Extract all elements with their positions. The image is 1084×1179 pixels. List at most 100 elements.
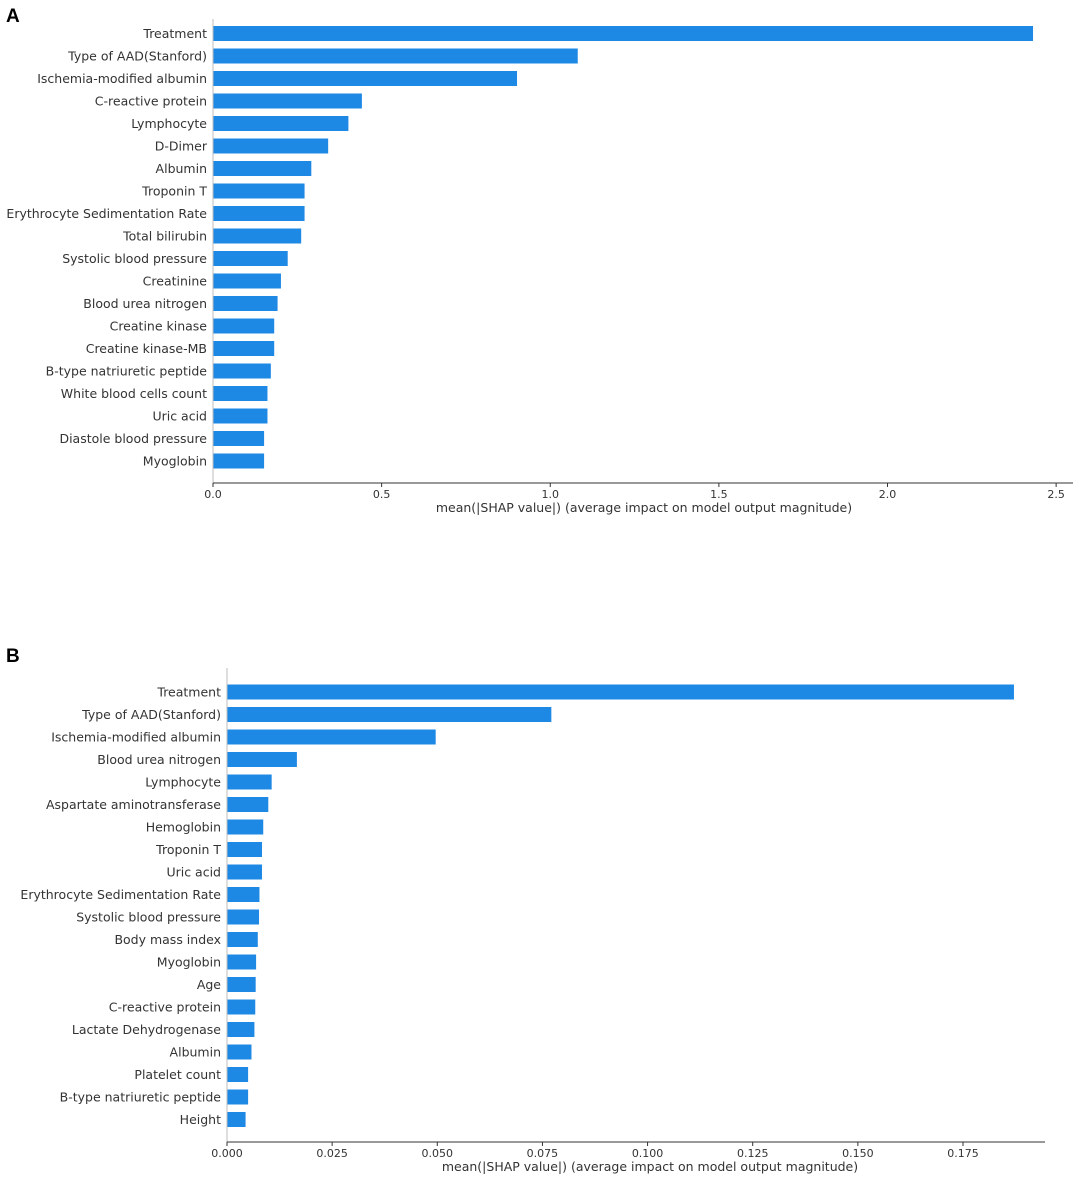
- chart-b-bar: [227, 977, 256, 992]
- chart-a-category-label: Type of AAD(Stanford): [67, 49, 207, 64]
- chart-b-bar: [227, 684, 1014, 700]
- chart-a-x-tick-label: 0.5: [373, 488, 391, 501]
- chart-b-category-label: Ischemia-modified albumin: [51, 730, 221, 745]
- chart-b-bar: [227, 842, 262, 857]
- chart-b-x-tick-label: 0.075: [527, 1147, 559, 1160]
- chart-a-bar: [213, 408, 268, 424]
- chart-a-bar: [213, 386, 268, 401]
- chart-b-category-label: Age: [197, 977, 221, 992]
- chart-b-x-tick-label: 0.175: [947, 1147, 979, 1160]
- chart-b-x-tick-label: 0.000: [211, 1147, 243, 1160]
- chart-b-category-label: Uric acid: [166, 865, 221, 880]
- chart-b-category-label: B-type natriuretic peptide: [60, 1090, 222, 1105]
- chart-a-bar: [213, 273, 281, 289]
- chart-b-bar: [227, 1112, 246, 1127]
- chart-a-category-label: B-type natriuretic peptide: [46, 364, 208, 379]
- chart-a-category-label: Creatine kinase: [110, 319, 208, 334]
- chart-b-category-label: C-reactive protein: [109, 1000, 221, 1015]
- chart-a-bar: [213, 138, 329, 154]
- chart-a-category-label: Creatinine: [143, 274, 208, 289]
- chart-b-x-tick-label: 0.125: [737, 1147, 769, 1160]
- chart-b-bar: [227, 887, 260, 902]
- chart-a-category-label: Ischemia-modified albumin: [37, 71, 207, 86]
- chart-a-bar: [213, 26, 1034, 41]
- chart-b-category-label: Lactate Dehydrogenase: [72, 1022, 221, 1037]
- chart-b-bar: [227, 864, 262, 880]
- chart-a-x-tick-label: 0.0: [204, 488, 222, 501]
- chart-b-bar: [227, 1022, 255, 1037]
- chart-b-bar: [227, 1067, 249, 1082]
- chart-a-category-label: Troponin T: [141, 184, 207, 199]
- chart-a-bar: [213, 431, 265, 446]
- chart-a-category-label: Albumin: [156, 161, 207, 176]
- chart-a-bar: [213, 228, 302, 244]
- chart-a-category-label: Blood urea nitrogen: [83, 296, 207, 311]
- chart-a-bar: [213, 251, 288, 266]
- chart-b-bar: [227, 819, 264, 835]
- chart-b-bar: [227, 707, 552, 722]
- chart-b-bar: [227, 729, 436, 745]
- chart-a-bar: [213, 318, 275, 334]
- chart-a-category-label: Systolic blood pressure: [62, 251, 207, 266]
- chart-a-category-label: Total bilirubin: [122, 229, 207, 244]
- chart-a: 0.0 0.5 1.0 1.5 2.0 2.5 Treatment Type of AAD(S…: [6, 19, 1073, 501]
- chart-b-bar: [227, 1044, 252, 1060]
- chart-a-x-tick-label: 1.5: [710, 488, 728, 501]
- chart-a-bar: [213, 341, 275, 356]
- chart-a-category-label: Diastole blood pressure: [59, 431, 207, 446]
- chart-a-bar: [213, 161, 312, 176]
- chart-b-bar: [227, 752, 297, 767]
- chart-b-bar: [227, 797, 269, 812]
- chart-a-x-axis-title: mean(|SHAP value|) (average impact on mo…: [436, 500, 852, 515]
- chart-b-category-label: Troponin T: [155, 842, 221, 857]
- chart-b-bar: [227, 774, 272, 790]
- chart-a-category-label: D-Dimer: [155, 139, 208, 154]
- chart-b-category-label: Myoglobin: [157, 955, 221, 970]
- chart-a-category-label: Uric acid: [152, 409, 207, 424]
- chart-b-x-tick-label: 0.050: [422, 1147, 454, 1160]
- chart-b-bar: [227, 954, 257, 970]
- chart-b-x-tick-label: 0.100: [632, 1147, 664, 1160]
- chart-b-x-tick-label: 0.025: [316, 1147, 348, 1160]
- chart-b-category-label: Albumin: [170, 1045, 221, 1060]
- chart-a-category-label: Treatment: [142, 26, 207, 41]
- chart-b-category-label: Body mass index: [114, 932, 221, 947]
- chart-b-category-label: Height: [180, 1112, 221, 1127]
- chart-b-category-label: Aspartate aminotransferase: [46, 797, 221, 812]
- chart-b-bar: [227, 932, 258, 947]
- chart-b-bar: [227, 1089, 249, 1105]
- chart-b-bar: [227, 909, 260, 925]
- chart-a-category-label: Lymphocyte: [131, 116, 207, 131]
- chart-a-bar: [213, 453, 265, 469]
- chart-a-bar: [213, 48, 578, 64]
- chart-a-category-label: Creatine kinase-MB: [86, 341, 207, 356]
- chart-b-category-label: Systolic blood pressure: [76, 910, 221, 925]
- chart-a-category-label: C-reactive protein: [95, 94, 207, 109]
- chart-b-category-label: Hemoglobin: [146, 820, 221, 835]
- chart-b-bar: [227, 999, 256, 1015]
- chart-a-category-label: Myoglobin: [143, 454, 207, 469]
- panel-a-label: A: [6, 6, 20, 27]
- chart-a-bar: [213, 116, 349, 131]
- chart-a-bar: [213, 93, 362, 109]
- chart-a-bar: [213, 363, 271, 379]
- chart-a-category-label: White blood cells count: [61, 386, 207, 401]
- chart-a-x-tick-label: 2.5: [1047, 488, 1065, 501]
- chart-b-category-label: Erythrocyte Sedimentation Rate: [20, 887, 221, 902]
- chart-b-category-label: Type of AAD(Stanford): [81, 707, 221, 722]
- chart-a-x-tick-label: 1.0: [542, 488, 560, 501]
- chart-b-category-label: Blood urea nitrogen: [97, 752, 221, 767]
- chart-b: 0.000 0.025 0.050 0.075 0.100 0.125 0.150 0.175…: [20, 668, 1045, 1160]
- chart-b-category-label: Lymphocyte: [145, 775, 221, 790]
- chart-a-x-tick-label: 2.0: [879, 488, 897, 501]
- chart-b-x-axis-title: mean(|SHAP value|) (average impact on mo…: [442, 1159, 858, 1174]
- chart-a-bar: [213, 206, 305, 221]
- chart-a-bar: [213, 296, 278, 311]
- chart-a-category-label: Erythrocyte Sedimentation Rate: [6, 206, 207, 221]
- chart-a-bar: [213, 71, 518, 86]
- panel-b-label: B: [6, 646, 20, 667]
- chart-b-category-label: Platelet count: [134, 1067, 221, 1082]
- chart-b-x-tick-label: 0.150: [842, 1147, 874, 1160]
- chart-a-bar: [213, 183, 305, 199]
